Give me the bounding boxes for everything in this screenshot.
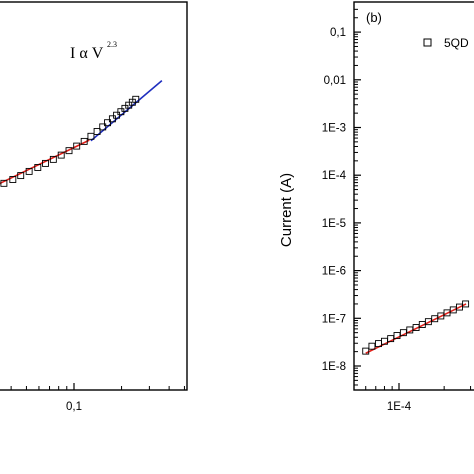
panel-a-fits — [0, 79, 163, 185]
data-point — [87, 132, 95, 140]
fit-line — [90, 79, 163, 142]
panel-b-frame — [353, 1, 474, 391]
y-tick-label: 0,1 — [330, 27, 346, 39]
data-point — [437, 312, 445, 320]
panel-b-points — [362, 300, 470, 355]
panel-b: (b) 1E-8 1E-7 1E-6 1E-5 1E-4 1E-3 0,01 0,1 Curr… — [278, 1, 474, 413]
data-point — [399, 329, 407, 337]
data-point — [65, 147, 73, 155]
panel-b-fits — [365, 303, 467, 354]
data-point — [42, 159, 49, 167]
y-tick-label: 1E-8 — [322, 361, 346, 373]
y-tick-label: 1E-7 — [322, 313, 346, 325]
data-point — [462, 300, 470, 308]
panel-a-frame — [0, 1, 188, 391]
data-point — [108, 115, 116, 123]
data-point — [424, 318, 432, 326]
data-point — [73, 142, 81, 150]
data-point — [17, 172, 25, 180]
data-point — [9, 176, 17, 183]
y-tick-label: 1E-6 — [322, 266, 346, 278]
data-point — [49, 155, 57, 163]
data-point — [132, 95, 140, 103]
panel-b-y-axis-title: Current (A) — [278, 173, 295, 247]
panel-b-x-ticks — [365, 383, 472, 390]
data-point — [387, 335, 395, 343]
data-point — [104, 119, 111, 127]
y-tick-label: 1E-5 — [322, 218, 346, 230]
panel-a-annotation: I α V — [70, 45, 104, 62]
panel-b-x-tick-label: 1E-4 — [387, 401, 412, 413]
data-point — [418, 321, 426, 328]
y-tick-label: 1E-3 — [322, 123, 346, 135]
fit-line — [365, 303, 467, 354]
data-point — [362, 347, 370, 355]
data-point — [456, 303, 463, 311]
data-point — [406, 326, 414, 334]
data-point — [99, 123, 107, 131]
data-point — [34, 164, 42, 171]
panel-a-points — [0, 95, 140, 187]
data-point — [412, 324, 420, 331]
data-point — [443, 309, 451, 317]
data-point — [368, 342, 376, 350]
data-point — [113, 111, 121, 119]
legend-marker — [423, 38, 432, 47]
panel-a-x-tick-label: 0,1 — [66, 401, 82, 413]
data-point — [381, 337, 388, 345]
data-point — [375, 340, 382, 348]
legend-label: 5QD — [444, 36, 469, 50]
data-point — [449, 306, 457, 314]
panel-b-label: (b) — [366, 10, 382, 25]
panel-a-annotation-exponent: 2.3 — [107, 40, 117, 49]
panel-a-x-ticks — [10, 383, 185, 390]
data-point — [80, 137, 88, 145]
data-point — [25, 167, 33, 175]
y-tick-label: 1E-4 — [322, 170, 347, 182]
data-point — [431, 315, 439, 323]
panel-b-y-ticks — [354, 8, 361, 386]
panel-b-y-tick-labels: 1E-8 1E-7 1E-6 1E-5 1E-4 1E-3 0,01 0,1 — [322, 27, 347, 373]
panel-a: 0,1 I α V 2.3 — [0, 1, 188, 413]
y-tick-label: 0,01 — [324, 75, 346, 87]
data-point — [0, 179, 8, 187]
data-point — [93, 128, 101, 135]
data-point — [57, 151, 65, 159]
data-point — [393, 332, 401, 339]
